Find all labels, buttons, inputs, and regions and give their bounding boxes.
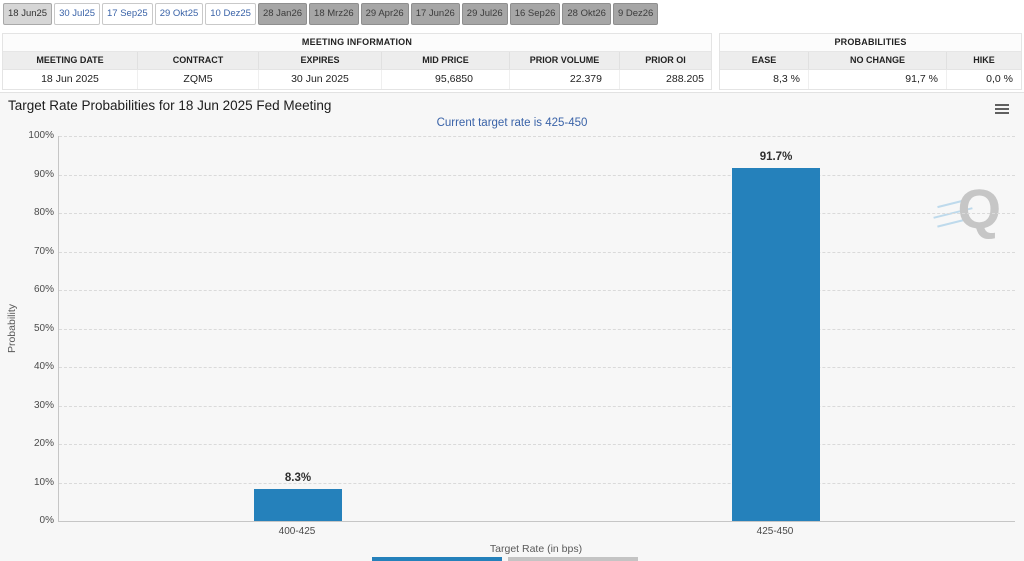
y-tick-label-30: 30% [33,399,54,411]
column-header-meeting-date: MEETING DATE [36,55,104,65]
column-header-ease: EASE [751,55,777,65]
column-header-prior-oi: PRIOR OI [619,52,711,69]
quikstrike-watermark: Q [933,178,1003,248]
meeting-information-table: MEETING INFORMATION MEETING DATE CONTRACT… [2,33,712,90]
x-category-label-425-450: 425-450 [756,526,794,537]
y-tick-label-20: 20% [33,438,54,449]
tab-28-jan26[interactable]: 28 Jan26 [257,3,308,25]
tab-10-dez25[interactable]: 10 Dez25 [205,3,256,25]
tab-18-mrz26[interactable]: 18 Mrz26 [309,3,359,25]
meeting-information-data-row: 18 Jun 2025 ZQM5 30 Jun 2025 95,6850 22.379 2… [3,70,711,89]
cell-expires: 30 Jun 2025 [258,70,381,89]
tab-29-apr26[interactable]: 29 Apr26 [360,3,409,25]
gridline-90 [59,174,1015,176]
gridline-100 [59,136,1015,137]
quikstrike-q-logo-icon: Q [957,177,1001,240]
y-tick-label-70: 70% [33,245,54,257]
cell-prior-volume: 22.379 [509,70,619,89]
y-tick-label-0: 0% [39,515,54,526]
cell-meeting-date: 18 Jun 2025 [41,73,99,85]
gridline-50 [59,328,1015,330]
cell-prior-oi: 288.205 [619,70,711,89]
tab-18-jun25[interactable]: 18 Jun25 [3,3,53,25]
probabilities-title: PROBABILITIES [720,34,1021,52]
bar-value-label-425-450: 91.7% [759,151,793,163]
info-tables-row: MEETING INFORMATION MEETING DATE CONTRACT… [2,33,1022,90]
tab-30-jul25[interactable]: 30 Jul25 [54,3,101,25]
gridline-70 [59,251,1015,253]
probabilities-table: PROBABILITIES EASE NO CHANGE HIKE 8,3 % 91,… [719,33,1022,90]
hamburger-icon [995,112,1009,114]
y-tick-label-80: 80% [33,207,54,218]
tab-17-jun26[interactable]: 17 Jun26 [410,3,460,25]
y-tick-label-90: 90% [33,168,54,180]
x-axis-title: Target Rate (in bps) [489,543,583,555]
gridline-40 [59,367,1015,368]
y-tick-label-100: 100% [28,130,54,141]
cutoff-bottom-button-blue[interactable] [372,557,502,561]
gridline-10 [59,482,1015,484]
bar-400-425[interactable] [254,489,342,521]
tab-29-okt25[interactable]: 29 Okt25 [154,3,204,25]
probabilities-data-row: 8,3 % 91,7 % 0,0 % [720,70,1021,89]
gridline-80 [59,213,1015,214]
hamburger-icon [995,104,1009,106]
tab-9-dez26[interactable]: 9 Dez26 [612,3,659,25]
column-header-contract: CONTRACT [137,52,258,69]
cutoff-bottom-button-gray[interactable] [508,557,638,561]
chart-context-menu-button[interactable] [992,101,1012,117]
tab-29-jul26[interactable]: 29 Jul26 [461,3,508,25]
column-header-hike: HIKE [946,52,1021,69]
cell-mid-price: 95,6850 [381,70,509,89]
chart-subtitle: Current target rate is 425-450 [436,117,588,129]
x-category-label-400-425: 400-425 [278,526,316,537]
chart-panel: Target Rate Probabilities for 18 Jun 202… [0,92,1024,561]
meeting-information-header-row: MEETING DATE CONTRACT EXPIRES MID PRICE PRIO… [3,52,711,70]
gridline-60 [59,290,1015,291]
meeting-information-title: MEETING INFORMATION [3,34,711,52]
y-tick-label-60: 60% [33,284,54,295]
column-header-expires: EXPIRES [258,52,381,69]
cell-contract: ZQM5 [137,70,258,89]
bar-value-label-400-425: 8.3% [284,472,312,484]
hamburger-icon [995,108,1009,110]
cell-hike: 0,0 % [946,70,1021,89]
y-tick-label-50: 50% [33,322,54,334]
y-tick-label-10: 10% [33,476,54,488]
tab-17-sep25[interactable]: 17 Sep25 [102,3,153,25]
plot-area: Q 8.3% 91.7% [58,136,1015,522]
column-header-mid-price: MID PRICE [381,52,509,69]
meeting-date-tabs: 18 Jun25 30 Jul25 17 Sep25 29 Okt25 10 Dez25… [3,3,659,25]
gridline-30 [59,405,1015,407]
cell-ease: 8,3 % [773,73,800,85]
chart-title: Target Rate Probabilities for 18 Jun 202… [8,98,332,113]
tab-28-okt26[interactable]: 28 Okt26 [562,3,611,25]
column-header-no-change: NO CHANGE [808,52,946,69]
y-tick-label-40: 40% [33,361,54,372]
gridline-20 [59,444,1015,445]
tab-16-sep26[interactable]: 16 Sep26 [509,3,561,25]
probabilities-header-row: EASE NO CHANGE HIKE [720,52,1021,70]
column-header-prior-volume: PRIOR VOLUME [509,52,619,69]
bar-425-450[interactable] [732,168,820,521]
cell-no-change: 91,7 % [808,70,946,89]
